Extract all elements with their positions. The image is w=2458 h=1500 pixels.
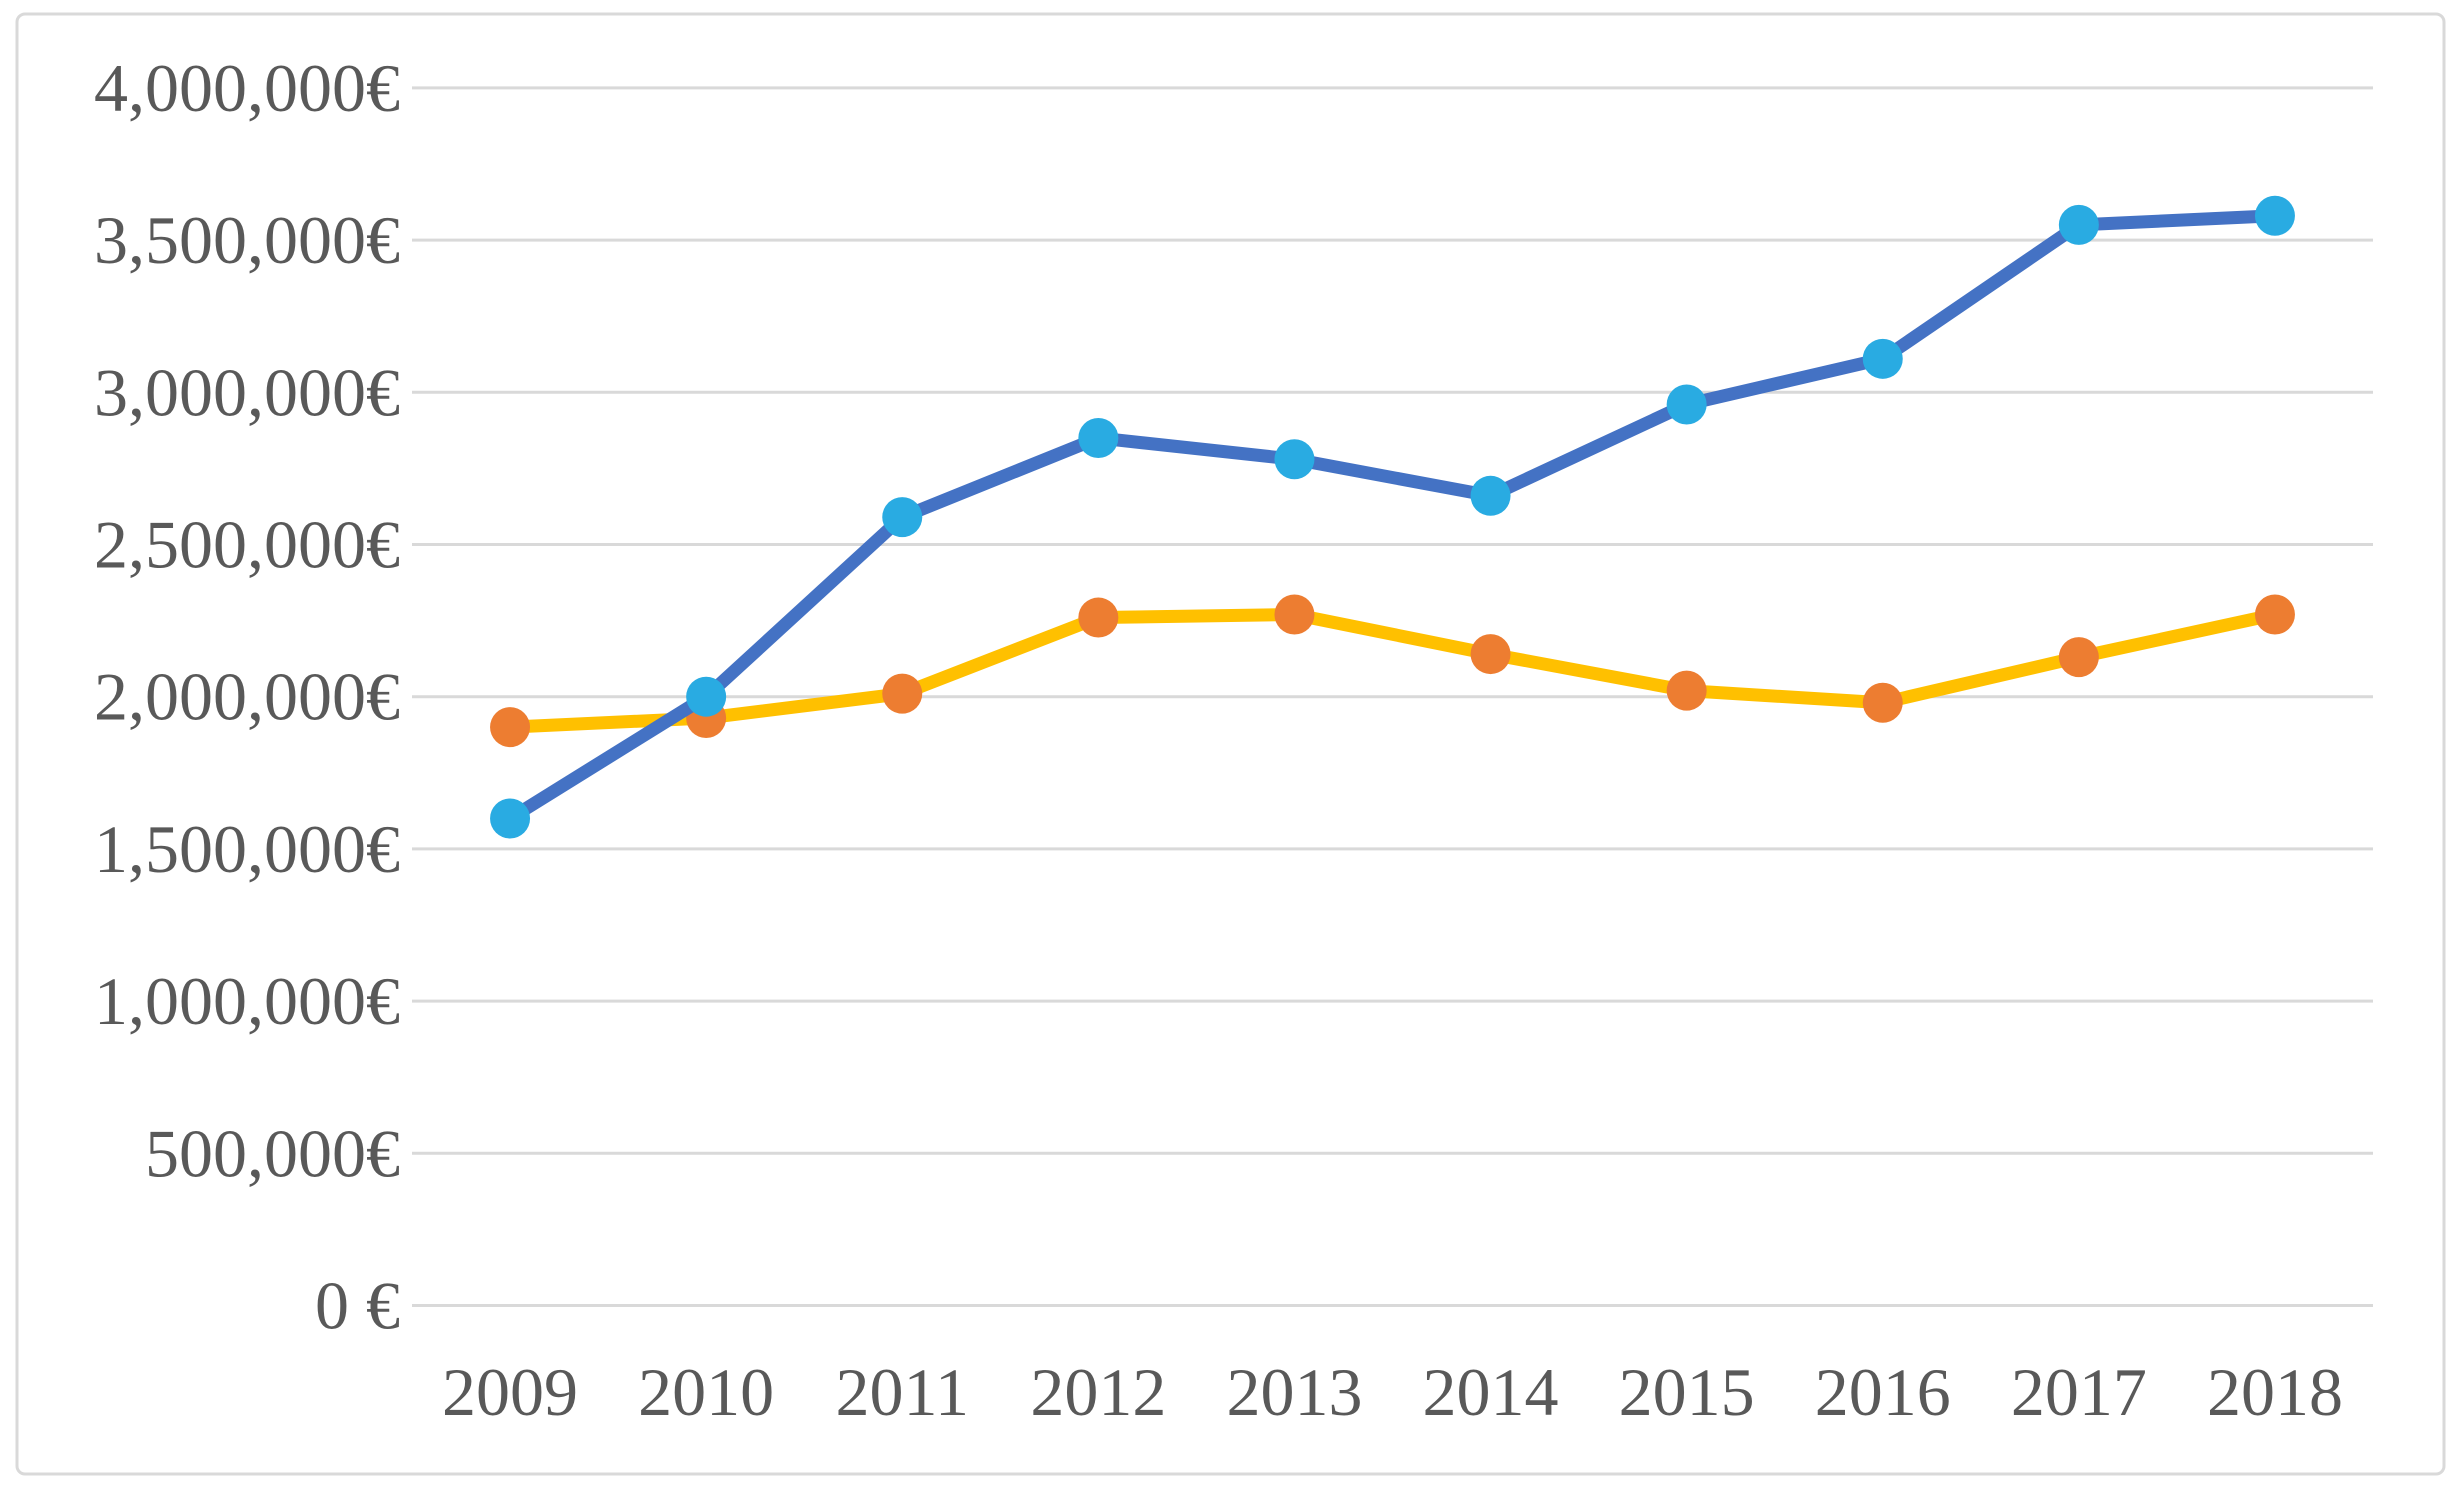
x-tick-label: 2017 <box>2011 1354 2147 1430</box>
marker-blue-line-cyan-markers-2009 <box>490 798 531 839</box>
x-tick-label: 2016 <box>1815 1354 1951 1430</box>
chart-border <box>15 12 2446 1476</box>
x-tick-label: 2014 <box>1423 1354 1559 1430</box>
y-tick-label: 3,000,000€ <box>94 354 400 430</box>
y-tick-label: 2,000,000€ <box>94 659 400 735</box>
x-tick-label: 2009 <box>442 1354 578 1430</box>
marker-gold-line-orange-markers-2017 <box>2058 637 2099 678</box>
marker-gold-line-orange-markers-2012 <box>1078 597 1119 638</box>
y-tick-label: 3,500,000€ <box>94 202 400 278</box>
marker-blue-line-cyan-markers-2016 <box>1862 338 1903 379</box>
series-line-gold-line-orange-markers <box>503 608 2282 734</box>
x-tick-label: 2012 <box>1030 1354 1166 1430</box>
marker-blue-line-cyan-markers-2015 <box>1666 384 1707 425</box>
marker-gold-line-orange-markers-2011 <box>882 673 923 714</box>
y-tick-label: 1,000,000€ <box>94 963 400 1039</box>
x-tick-label: 2010 <box>638 1354 774 1430</box>
y-tick-label: 1,500,000€ <box>94 811 400 887</box>
y-tick-label: 2,500,000€ <box>94 507 400 583</box>
x-tick-label: 2011 <box>836 1354 969 1430</box>
marker-blue-line-cyan-markers-2010 <box>686 676 727 717</box>
marker-gold-line-orange-markers-2009 <box>490 707 531 748</box>
y-tick-label: 0 € <box>315 1268 400 1344</box>
y-tick-label: 4,000,000€ <box>94 50 400 126</box>
marker-blue-line-cyan-markers-2013 <box>1274 439 1315 480</box>
marker-blue-line-cyan-markers-2017 <box>2058 204 2099 245</box>
marker-gold-line-orange-markers-2016 <box>1862 682 1903 723</box>
marker-gold-line-orange-markers-2015 <box>1666 670 1707 711</box>
marker-blue-line-cyan-markers-2011 <box>882 497 923 538</box>
marker-gold-line-orange-markers-2013 <box>1274 594 1315 635</box>
marker-blue-line-cyan-markers-2012 <box>1078 417 1119 458</box>
marker-gold-line-orange-markers-2014 <box>1470 634 1511 675</box>
marker-blue-line-cyan-markers-2018 <box>2254 195 2295 236</box>
series-line-blue-line-cyan-markers <box>503 209 2282 825</box>
x-tick-label: 2013 <box>1226 1354 1362 1430</box>
marker-gold-line-orange-markers-2018 <box>2254 594 2295 635</box>
x-tick-label: 2015 <box>1619 1354 1755 1430</box>
marker-blue-line-cyan-markers-2014 <box>1470 475 1511 516</box>
x-tick-label: 2018 <box>2207 1354 2343 1430</box>
y-tick-label: 500,000€ <box>145 1115 400 1191</box>
